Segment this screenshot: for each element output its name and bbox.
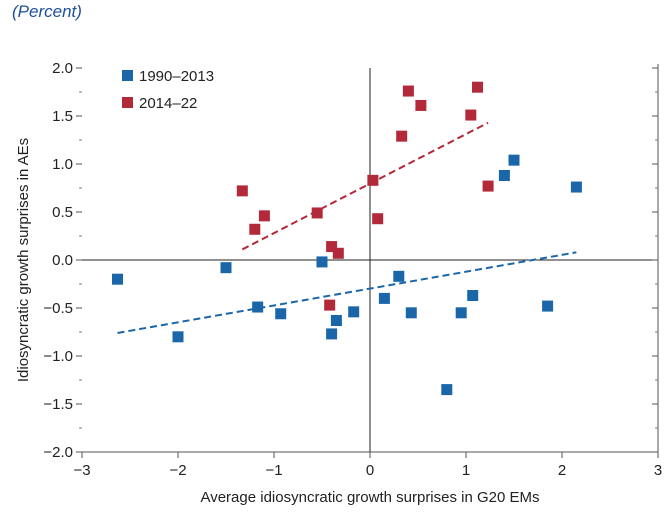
trendline-series-2 [241, 121, 489, 251]
data-point-series-1 [326, 328, 338, 340]
axes [82, 68, 658, 452]
data-point-series-1 [220, 262, 232, 274]
legend-label-series-2: 2014–22 [139, 95, 197, 112]
data-point-series-2 [332, 247, 344, 259]
data-points [112, 81, 582, 396]
data-point-series-2 [402, 85, 414, 97]
data-point-series-2 [236, 185, 248, 197]
legend: 1990–2013 2014–22 [122, 68, 214, 112]
data-point-series-1 [316, 256, 328, 268]
data-point-series-2 [482, 180, 494, 192]
x-tick-label: 2 [558, 462, 566, 479]
x-tick-label: 0 [366, 462, 374, 479]
data-point-series-2 [465, 109, 477, 121]
x-tick-label: 3 [654, 462, 662, 479]
data-point-series-2 [396, 130, 408, 142]
data-point-series-2 [367, 174, 379, 186]
y-tick-label: −0.5 [43, 300, 73, 317]
y-axis-title: Idiosyncratic growth surprises in AEs [15, 138, 32, 382]
data-point-series-1 [405, 307, 417, 319]
data-point-series-1 [348, 306, 360, 318]
chart-subtitle: (Percent) [12, 2, 82, 21]
x-tick-label: −1 [265, 462, 282, 479]
data-point-series-1 [378, 292, 390, 304]
x-tick-label: 1 [462, 462, 470, 479]
y-tick-label: 1.0 [52, 156, 73, 173]
data-point-series-2 [249, 223, 261, 235]
y-tick-label: 2.0 [52, 60, 73, 77]
y-tick-label: 0.0 [52, 252, 73, 269]
data-point-series-1 [570, 181, 582, 193]
data-point-series-2 [311, 207, 323, 219]
data-point-series-1 [542, 300, 554, 312]
y-tick-label: 1.5 [52, 108, 73, 125]
data-point-series-2 [372, 213, 384, 225]
y-tick-label: 0.5 [52, 204, 73, 221]
ticks: 2.0 1.5 1.0 0.5 0.0 −0.5 −1.0 −1.5 −2.0−3 −2 −1 0 1 2… [43, 60, 662, 479]
data-point-series-1 [508, 154, 520, 166]
legend-swatch-series-1 [122, 70, 133, 81]
data-point-series-1 [498, 170, 510, 182]
data-point-series-2 [415, 99, 427, 111]
y-tick-label: −1.5 [43, 396, 73, 413]
data-point-series-1 [252, 301, 264, 313]
data-point-series-2 [324, 299, 336, 311]
data-point-series-2 [258, 210, 270, 222]
x-axis-title: Average idiosyncratic growth surprises i… [200, 489, 539, 506]
data-point-series-1 [112, 273, 124, 285]
data-point-series-1 [455, 307, 467, 319]
x-tick-label: −2 [169, 462, 186, 479]
data-point-series-2 [326, 241, 338, 253]
data-point-series-1 [393, 270, 405, 282]
y-tick-label: −1.0 [43, 348, 73, 365]
data-point-series-1 [172, 331, 184, 343]
legend-label-series-1: 1990–2013 [139, 68, 214, 85]
y-tick-label: −2.0 [43, 444, 73, 461]
trendlines [117, 121, 577, 334]
legend-swatch-series-2 [122, 97, 133, 108]
data-point-series-1 [330, 314, 342, 326]
data-point-series-1 [441, 384, 453, 396]
data-point-series-1 [275, 308, 287, 320]
data-point-series-2 [472, 81, 484, 93]
trendline-series-1 [117, 251, 577, 334]
data-point-series-1 [467, 290, 479, 302]
x-tick-label: −3 [73, 462, 90, 479]
